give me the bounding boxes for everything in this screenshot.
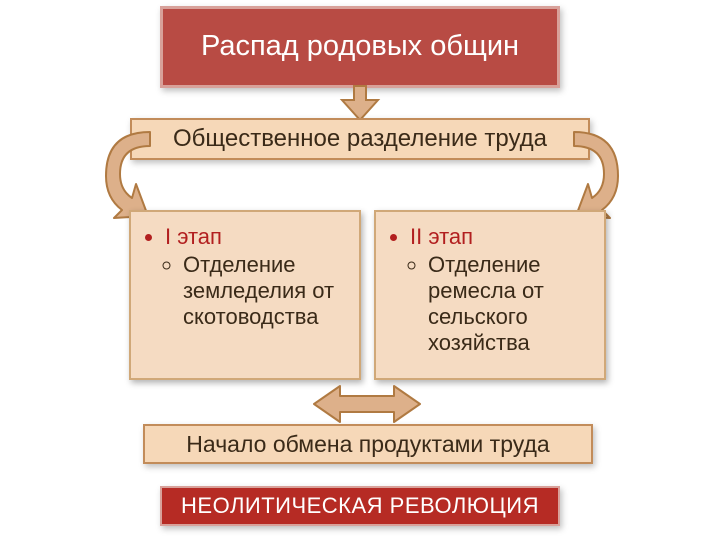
exchange-text: Начало обмена продуктами труда bbox=[186, 431, 549, 458]
exchange-box: Начало обмена продуктами труда bbox=[143, 424, 593, 464]
stage-1-list: I этап Отделение земледелия от скотоводс… bbox=[139, 224, 351, 330]
stage-1-box: I этап Отделение земледелия от скотоводс… bbox=[129, 210, 361, 380]
final-text: НЕОЛИТИЧЕСКАЯ РЕВОЛЮЦИЯ bbox=[181, 493, 539, 519]
stage-2-label: II этап bbox=[410, 224, 596, 250]
title-box: Распад родовых общин bbox=[160, 6, 560, 88]
stage-2-list: II этап Отделение ремесла от сельского х… bbox=[384, 224, 596, 356]
double-arrow-icon bbox=[312, 380, 422, 428]
stage-1-label: I этап bbox=[165, 224, 351, 250]
subtitle-box: Общественное разделение труда bbox=[130, 118, 590, 160]
subtitle-text: Общественное разделение труда bbox=[173, 125, 547, 153]
stage-1-text: Отделение земледелия от скотоводства bbox=[183, 252, 351, 330]
final-box: НЕОЛИТИЧЕСКАЯ РЕВОЛЮЦИЯ bbox=[160, 486, 560, 526]
stage-2-box: II этап Отделение ремесла от сельского х… bbox=[374, 210, 606, 380]
stage-2-text: Отделение ремесла от сельского хозяйства bbox=[428, 252, 596, 356]
arrow-down-icon bbox=[340, 86, 380, 122]
title-text: Распад родовых общин bbox=[201, 30, 519, 63]
